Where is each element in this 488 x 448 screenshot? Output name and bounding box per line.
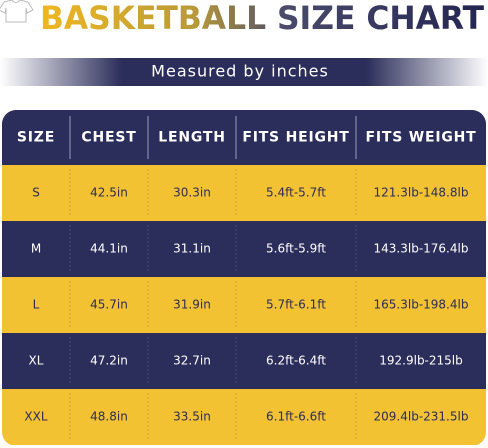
column-header: CHEST [81, 130, 136, 146]
table-cell: 209.4lb-231.5lb [374, 410, 469, 424]
table-row [2, 221, 486, 277]
column-header: LENGTH [158, 130, 226, 146]
table-cell: 42.5in [90, 186, 128, 200]
table-cell: 30.3in [173, 186, 211, 200]
table-cell: S [32, 186, 40, 200]
subtitle: Measured by inches [151, 62, 329, 81]
table-cell: 5.7ft-6.1ft [266, 298, 326, 312]
column-header: FITS WEIGHT [365, 130, 476, 146]
table-row [2, 165, 486, 221]
table-cell: 192.9lb-215lb [379, 354, 463, 368]
table-cell: 6.1ft-6.6ft [266, 410, 326, 424]
table-row [2, 389, 486, 445]
table-cell: 121.3lb-148.8lb [374, 186, 469, 200]
table-cell: 32.7in [173, 354, 211, 368]
table-cell: 47.2in [90, 354, 128, 368]
shirt-icon [0, 0, 34, 23]
table-cell: 44.1in [90, 242, 128, 256]
table-cell: L [33, 298, 40, 312]
table-cell: 48.8in [90, 410, 128, 424]
column-header: SIZE [17, 130, 55, 146]
table-cell: 31.1in [173, 242, 211, 256]
table-cell: M [31, 242, 41, 256]
subtitle-banner [0, 58, 488, 86]
table-cell: 45.7in [90, 298, 128, 312]
table-cell: 6.2ft-6.4ft [266, 354, 326, 368]
table-cell: 5.4ft-5.7ft [266, 186, 326, 200]
title: BASKETBALL SIZE CHART [40, 0, 484, 37]
table-cell: XXL [24, 410, 47, 424]
column-header: FITS HEIGHT [242, 130, 349, 146]
table-cell: 143.3lb-176.4lb [374, 242, 469, 256]
table-cell: 165.3lb-198.4lb [374, 298, 469, 312]
table-cell: XL [29, 354, 44, 368]
table-row [2, 333, 486, 389]
table: SIZE CHEST LENGTH FITS HEIGHT FITS WEIGHT S 42… [2, 110, 486, 445]
table-cell: 31.9in [173, 298, 211, 312]
header-row [2, 110, 486, 165]
table-cell: 33.5in [173, 410, 211, 424]
table-row [2, 277, 486, 333]
table-cell: 5.6ft-5.9ft [266, 242, 326, 256]
